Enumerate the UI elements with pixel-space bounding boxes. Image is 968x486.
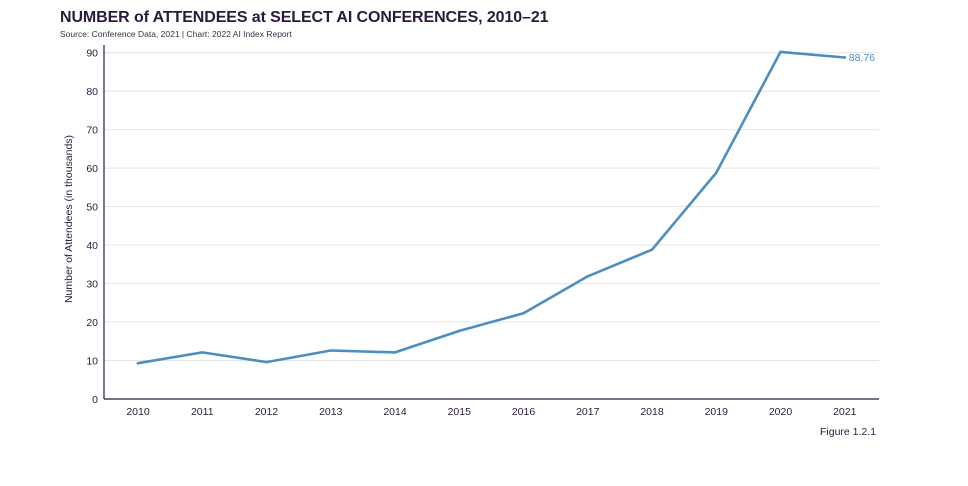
y-tick-label: 60 (86, 163, 98, 175)
x-tick-label: 2019 (705, 406, 729, 418)
y-tick-label: 10 (86, 356, 98, 368)
x-tick-label: 2018 (640, 406, 664, 418)
x-tick-label: 2017 (576, 406, 600, 418)
x-tick-label: 2013 (319, 406, 343, 418)
y-tick-label: 80 (86, 86, 98, 98)
y-tick-label: 90 (86, 48, 98, 60)
x-tick-label: 2021 (833, 406, 857, 418)
y-tick-label: 30 (86, 279, 98, 291)
x-tick-label: 2010 (126, 406, 150, 418)
y-tick-label: 20 (86, 317, 98, 329)
data-point (650, 248, 654, 252)
x-tick-label: 2012 (255, 406, 279, 418)
y-tick-label: 50 (86, 202, 98, 214)
x-tick-label: 2020 (769, 406, 793, 418)
x-tick-label: 2011 (191, 406, 214, 418)
y-tick-label: 40 (86, 240, 98, 252)
x-tick-label: 2015 (448, 406, 472, 418)
data-point (265, 360, 268, 364)
data-point (714, 171, 718, 175)
data-point (329, 349, 333, 352)
data-label-2021: 88.76 (849, 52, 875, 64)
data-point (136, 361, 140, 365)
chart-source: Source: Conference Data, 2021 | Chart: 2… (60, 29, 292, 39)
x-tick-label: 2014 (383, 406, 407, 418)
chart-title: NUMBER of ATTENDEES at SELECT AI CONFERE… (60, 9, 549, 26)
y-tick-label: 70 (86, 125, 98, 137)
data-point (779, 50, 782, 54)
data-point (843, 56, 847, 59)
data-point (522, 311, 525, 315)
x-tick-label: 2016 (512, 406, 536, 418)
data-point (457, 329, 461, 333)
figure-label: Figure 1.2.1 (820, 426, 877, 438)
data-point (586, 274, 590, 278)
tick-labels: 0 10 20 30 40 50 60 70 80 90 2010 2011 2012 2013 2014 2… (86, 48, 875, 418)
grid-lines (104, 52, 879, 362)
axes (103, 45, 879, 400)
series-layer (136, 50, 847, 365)
y-tick-label: 0 (92, 394, 98, 406)
y-axis-title: Number of Attendees (in thousands) (63, 135, 75, 303)
series-line (136, 50, 847, 365)
data-point (393, 351, 397, 354)
data-point (200, 351, 204, 354)
